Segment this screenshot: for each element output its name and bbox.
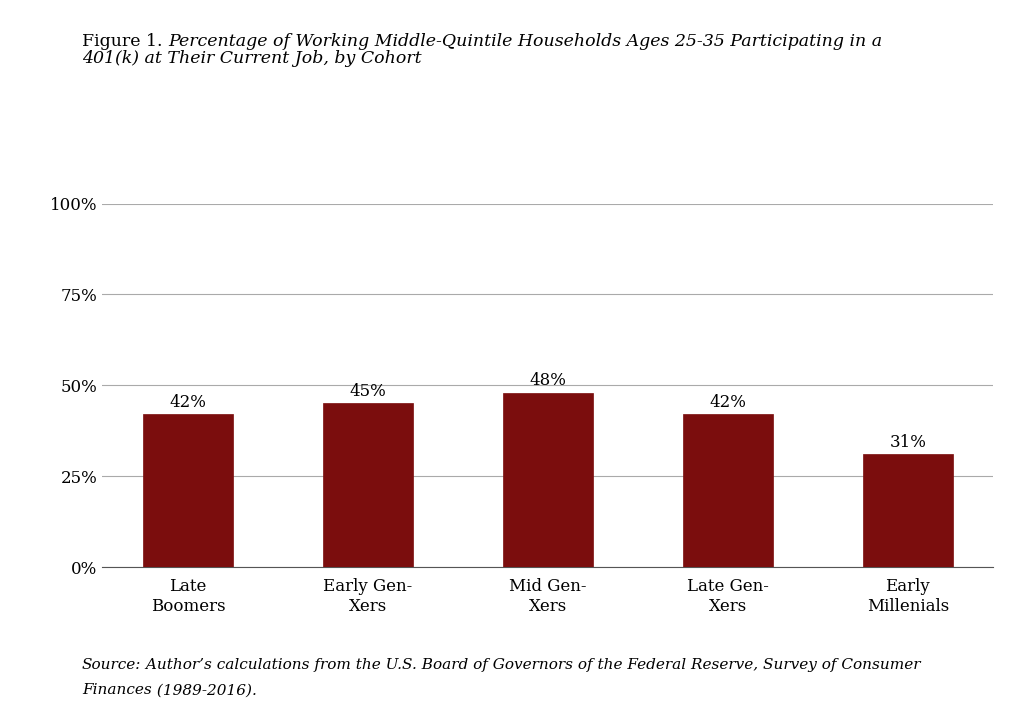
Text: 42%: 42% xyxy=(169,394,206,411)
Text: Author’s calculations from the U.S. Board of Governors of the Federal Reserve,: Author’s calculations from the U.S. Boar… xyxy=(141,658,763,672)
Text: 45%: 45% xyxy=(349,383,386,400)
Text: 42%: 42% xyxy=(710,394,746,411)
Bar xyxy=(143,414,232,567)
Bar xyxy=(323,403,413,567)
Text: Figure 1.: Figure 1. xyxy=(82,33,168,49)
Text: Finances: Finances xyxy=(82,683,152,697)
Bar xyxy=(503,393,593,567)
Text: 401(k) at Their Current Job, by Cohort: 401(k) at Their Current Job, by Cohort xyxy=(82,50,422,67)
Text: 48%: 48% xyxy=(529,372,566,389)
Bar xyxy=(863,454,952,567)
Text: 31%: 31% xyxy=(890,434,927,451)
Text: Survey of Consumer: Survey of Consumer xyxy=(763,658,921,672)
Text: Percentage of Working Middle-Quintile Households Ages 25-35 Participating in a: Percentage of Working Middle-Quintile Ho… xyxy=(168,33,882,49)
Bar xyxy=(683,414,773,567)
Text: Source:: Source: xyxy=(82,658,141,672)
Text: (1989-2016).: (1989-2016). xyxy=(152,683,257,697)
